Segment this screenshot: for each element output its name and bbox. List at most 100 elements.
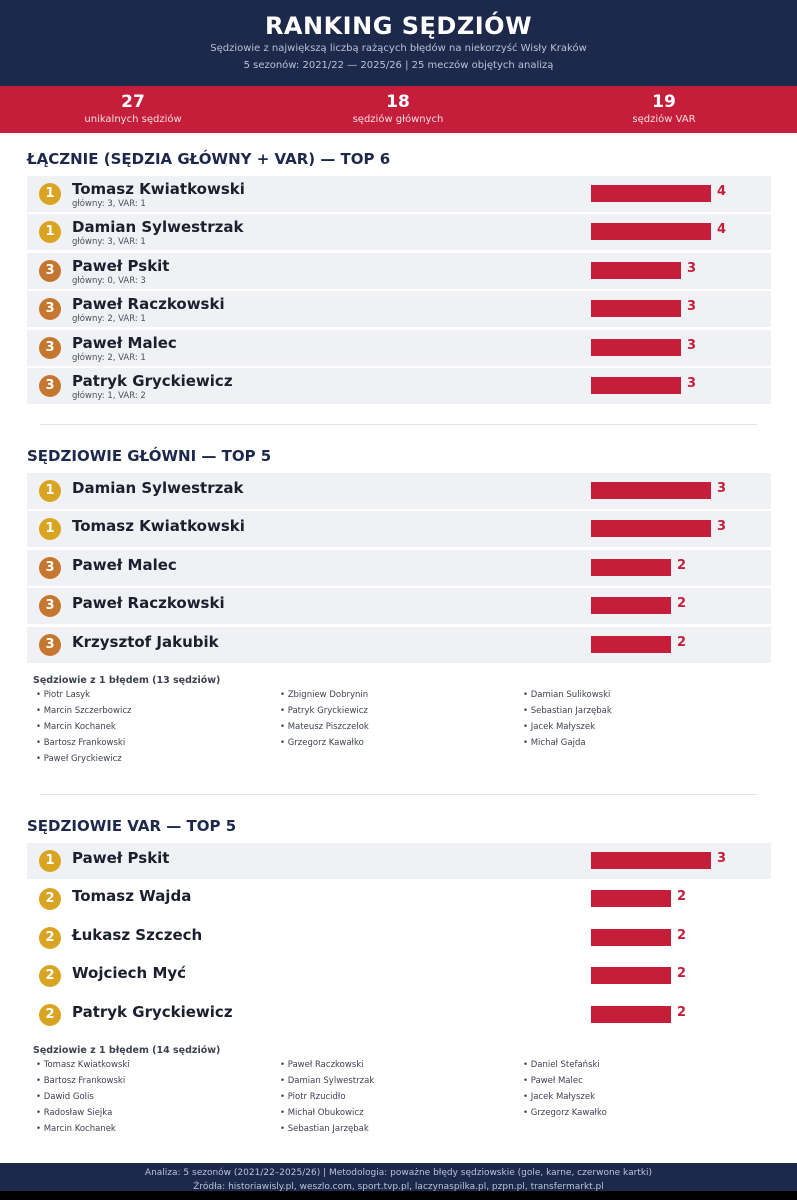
referee-list-item: • Radosław Siejka: [36, 1108, 113, 1118]
referee-name: Paweł Raczkowski: [72, 295, 225, 314]
error-count-bar: [591, 890, 671, 908]
error-count-bar: [591, 185, 711, 202]
referee-breakdown: główny: 3, VAR: 1: [72, 237, 146, 248]
section-title-total: ŁĄCZNIE (SĘDZIA GŁÓWNY + VAR) — TOP 6: [27, 150, 391, 168]
rank-badge: 1: [39, 221, 61, 244]
referee-name: Paweł Pskit: [72, 849, 170, 867]
rank-badge: 3: [39, 556, 61, 579]
ranking-row: 3 Krzysztof Jakubik 2: [27, 626, 771, 663]
main-ones-title: Sędziowie z 1 błędem (13 sędziów): [33, 675, 221, 686]
ranking-row: 2 Łukasz Szczech 2: [27, 920, 771, 956]
rank-badge: 3: [39, 633, 61, 656]
error-count-label: 3: [717, 519, 727, 535]
footer-methodology: Analiza: 5 sezonów (2021/22–2025/26) | M…: [144, 1168, 653, 1178]
error-count-bar: [591, 377, 681, 394]
error-count-bar: [591, 635, 671, 653]
ranking-row: 3 Patryk Gryckiewicz główny: 1, VAR: 2 3: [27, 368, 771, 404]
error-count-bar: [591, 852, 711, 869]
referee-list-item: • Marcin Szczerbowicz: [36, 706, 132, 716]
stat-value: 18: [386, 92, 410, 112]
referee-list-item: • Daniel Stefański: [523, 1060, 600, 1070]
referee-list-item: • Marcin Kochanek: [36, 722, 116, 732]
referee-list-item: • Michał Gajda: [523, 738, 586, 748]
rank-badge: 2: [39, 888, 61, 911]
error-count-label: 3: [687, 260, 697, 276]
stats-bar: 27 unikalnych sędziów 18 sędziów głównyc…: [0, 86, 797, 133]
stat-value: 19: [652, 92, 676, 112]
rank-badge: 1: [39, 183, 61, 205]
error-count-bar: [591, 1005, 671, 1023]
rank-badge: 3: [39, 375, 61, 397]
footer: Analiza: 5 sezonów (2021/22–2025/26) | M…: [0, 1163, 797, 1200]
error-count-label: 2: [677, 596, 687, 612]
rank-badge: 3: [39, 336, 61, 359]
error-count-label: 4: [717, 222, 727, 238]
rank-badge: 2: [39, 926, 61, 949]
error-count-bar: [591, 482, 711, 499]
error-count-label: 4: [717, 184, 727, 199]
referee-list-item: • Damian Sylwestrzak: [280, 1076, 375, 1086]
referee-name: Paweł Raczkowski: [72, 594, 225, 613]
ranking-row: 3 Paweł Pskit główny: 0, VAR: 3 3: [27, 252, 771, 289]
rank-badge: 1: [39, 480, 61, 502]
ranking-row: 2 Wojciech Myć 2: [27, 958, 771, 994]
error-count-label: 3: [687, 299, 697, 315]
referee-list-item: • Paweł Malec: [523, 1076, 583, 1086]
referee-list-item: • Piotr Rzucidło: [280, 1092, 346, 1102]
referee-name: Wojciech Myć: [72, 964, 187, 983]
rank-badge: 1: [39, 850, 61, 872]
ranking-row: 1 Tomasz Kwiatkowski 3: [27, 511, 771, 548]
ranking-row: 3 Paweł Raczkowski główny: 2, VAR: 1 3: [27, 291, 771, 328]
error-count-bar: [591, 261, 681, 279]
stat-label: sędziów VAR: [632, 114, 696, 125]
referee-list-item: • Paweł Gryckiewicz: [36, 754, 122, 764]
stat-value: 27: [121, 92, 145, 112]
error-count-label: 2: [677, 557, 687, 573]
referee-name: Tomasz Kwiatkowski: [72, 517, 245, 536]
referee-list-item: • Grzegorz Kawałko: [280, 738, 364, 748]
error-count-label: 2: [677, 1004, 687, 1020]
referee-breakdown: główny: 2, VAR: 1: [72, 352, 146, 363]
ranking-row: 2 Tomasz Wajda 2: [27, 881, 771, 917]
referee-name: Paweł Pskit: [72, 256, 170, 275]
error-count-label: 2: [677, 966, 687, 982]
referee-name: Łukasz Szczech: [72, 925, 203, 944]
referee-name: Tomasz Wajda: [72, 887, 192, 906]
referee-name: Patryk Gryckiewicz: [72, 1002, 233, 1021]
referee-list-item: • Mateusz Piszczelok: [280, 722, 369, 732]
ranking-row: 1 Damian Sylwestrzak główny: 3, VAR: 1 4: [27, 214, 771, 251]
referee-list-item: • Paweł Raczkowski: [280, 1060, 364, 1070]
referee-list-item: • Jacek Małyszek: [523, 722, 595, 732]
stat-label: unikalnych sędziów: [84, 114, 182, 125]
referee-list-item: • Jacek Małyszek: [523, 1092, 595, 1102]
referee-name: Patryk Gryckiewicz: [72, 372, 233, 390]
error-count-bar: [591, 300, 681, 318]
referee-name: Damian Sylwestrzak: [72, 218, 244, 237]
rank-badge: 1: [39, 518, 61, 541]
var-ones-title: Sędziowie z 1 błędem (14 sędziów): [33, 1045, 221, 1056]
referee-list-item: • Tomasz Kwiatkowski: [36, 1060, 130, 1070]
referee-list-item: • Bartosz Frankowski: [36, 738, 126, 748]
section-title-main: SĘDZIOWIE GŁÓWNI — TOP 5: [27, 447, 272, 465]
page-title: RANKING SĘDZIÓW: [264, 12, 533, 40]
referee-list-item: • Grzegorz Kawałko: [523, 1108, 607, 1118]
rank-badge: 3: [39, 298, 61, 321]
section-divider: [40, 424, 757, 425]
ranking-row: 3 Paweł Raczkowski 2: [27, 588, 771, 625]
ranking-row: 2 Patryk Gryckiewicz 2: [27, 997, 771, 1033]
error-count-bar: [591, 967, 671, 985]
page-scope-note: 5 sezonów: 2021/22 — 2025/26 | 25 meczów…: [243, 60, 554, 71]
referee-name: Paweł Malec: [72, 333, 177, 352]
footer-bottom-strip: [0, 1191, 797, 1200]
referee-list-item: • Marcin Kochanek: [36, 1124, 116, 1134]
section-divider: [40, 794, 757, 795]
referee-list-item: • Patryk Gryckiewicz: [280, 706, 368, 716]
referee-list-item: • Sebastian Jarzębak: [280, 1124, 369, 1134]
referee-list-item: • Piotr Lasyk: [36, 690, 91, 700]
rank-badge: 2: [39, 965, 61, 988]
error-count-label: 3: [717, 851, 727, 866]
error-count-bar: [591, 223, 711, 241]
stat-label: sędziów głównych: [352, 114, 444, 125]
error-count-label: 3: [687, 337, 697, 353]
referee-name: Krzysztof Jakubik: [72, 632, 219, 651]
